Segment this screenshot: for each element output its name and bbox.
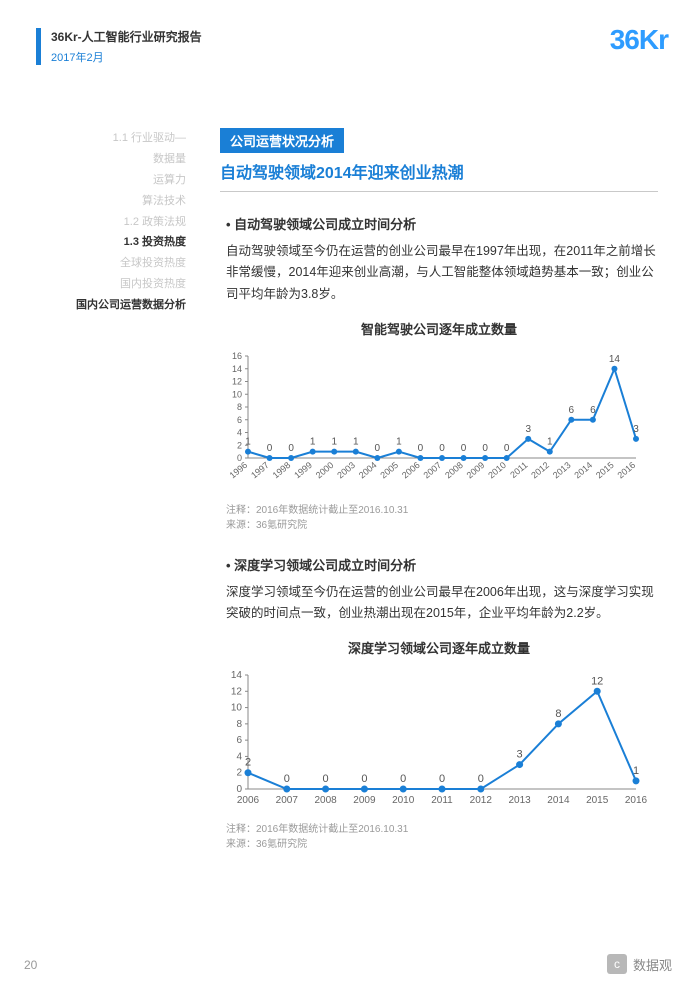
svg-text:6: 6: [236, 735, 242, 746]
svg-text:0: 0: [288, 443, 294, 454]
svg-text:1: 1: [331, 436, 337, 447]
svg-text:3: 3: [517, 749, 523, 761]
svg-text:1: 1: [396, 436, 402, 447]
svg-text:2015: 2015: [586, 795, 609, 806]
chart1-title: 智能驾驶公司逐年成立数量: [220, 319, 658, 338]
svg-text:1: 1: [245, 436, 251, 447]
svg-text:0: 0: [236, 784, 242, 795]
svg-text:0: 0: [504, 443, 510, 454]
svg-text:4: 4: [236, 752, 242, 763]
svg-text:0: 0: [439, 773, 445, 785]
svg-text:0: 0: [439, 443, 445, 454]
svg-text:2011: 2011: [431, 795, 453, 806]
svg-text:0: 0: [482, 443, 488, 454]
logo-36kr: 36Kr: [610, 24, 668, 56]
section-tag: 公司运营状况分析: [220, 128, 344, 153]
svg-text:2010: 2010: [392, 795, 415, 806]
svg-text:2014: 2014: [547, 795, 570, 806]
svg-text:1: 1: [633, 765, 639, 777]
svg-text:12: 12: [231, 687, 243, 698]
svg-text:10: 10: [232, 389, 242, 399]
svg-text:12: 12: [591, 676, 603, 688]
chart2: 0246810121420000003812120062007200820092…: [220, 661, 658, 816]
report-header: 36Kr-人工智能行业研究报告 2017年2月: [36, 28, 202, 65]
block2-body: 深度学习领域至今仍在运营的创业公司最早在2006年出现，这与深度学习实现突破的时…: [226, 582, 658, 625]
svg-text:14: 14: [232, 364, 242, 374]
svg-text:0: 0: [323, 773, 329, 785]
toc-item-active: 1.3 投资热度: [36, 232, 186, 253]
svg-text:0: 0: [361, 773, 367, 785]
toc-item: 运算力: [36, 170, 186, 191]
svg-text:12: 12: [232, 376, 242, 386]
toc-item: 数据量: [36, 149, 186, 170]
footer-brand: c 数据观: [607, 954, 672, 974]
report-date: 2017年2月: [51, 49, 202, 65]
main-content: 公司运营状况分析 自动驾驶领域2014年迎来创业热潮 自动驾驶领域公司成立时间分…: [220, 128, 658, 852]
svg-text:0: 0: [461, 443, 467, 454]
chart2-title: 深度学习领域公司逐年成立数量: [220, 638, 658, 657]
svg-text:2: 2: [237, 440, 242, 450]
svg-text:6: 6: [569, 405, 575, 416]
svg-text:14: 14: [609, 354, 621, 365]
block1-body: 自动驾驶领域至今仍在运营的创业公司最早在1997年出现，在2011年之前增长非常…: [226, 241, 658, 305]
chart1: 0246810121416100111010000031661431996199…: [220, 342, 658, 497]
toc-item: 算法技术: [36, 191, 186, 212]
chart2-note: 注释：2016年数据统计截止至2016.10.31 来源：36氪研究院: [226, 822, 658, 852]
toc-item: 1.2 政策法规: [36, 212, 186, 233]
svg-text:2008: 2008: [314, 795, 337, 806]
brand-icon: c: [607, 954, 627, 974]
svg-text:6: 6: [590, 405, 596, 416]
svg-text:16: 16: [232, 351, 242, 361]
block1-title: 自动驾驶领域公司成立时间分析: [226, 214, 658, 233]
svg-text:1: 1: [353, 436, 359, 447]
block2-title: 深度学习领域公司成立时间分析: [226, 555, 658, 574]
svg-text:10: 10: [231, 703, 243, 714]
svg-text:8: 8: [236, 719, 242, 730]
svg-text:8: 8: [237, 402, 242, 412]
svg-text:2: 2: [236, 768, 242, 779]
svg-text:2006: 2006: [237, 795, 260, 806]
svg-text:2013: 2013: [508, 795, 531, 806]
svg-text:0: 0: [478, 773, 484, 785]
svg-text:2012: 2012: [470, 795, 493, 806]
page-number: 20: [24, 958, 37, 972]
brand-text: 数据观: [633, 955, 672, 974]
toc-item: 国内投资热度: [36, 274, 186, 295]
svg-text:0: 0: [375, 443, 381, 454]
section-title: 自动驾驶领域2014年迎来创业热潮: [220, 159, 658, 192]
svg-text:8: 8: [555, 708, 561, 720]
svg-text:2016: 2016: [625, 795, 648, 806]
svg-text:0: 0: [284, 773, 290, 785]
chart1-note: 注释：2016年数据统计截止至2016.10.31 来源：36氪研究院: [226, 503, 658, 533]
svg-text:0: 0: [267, 443, 273, 454]
svg-text:2009: 2009: [353, 795, 376, 806]
svg-text:2: 2: [245, 757, 251, 769]
toc-item: 全球投资热度: [36, 253, 186, 274]
svg-text:1: 1: [310, 436, 316, 447]
toc-item-active: 国内公司运营数据分析: [36, 295, 186, 316]
report-title: 36Kr-人工智能行业研究报告: [51, 28, 202, 45]
svg-text:2007: 2007: [276, 795, 299, 806]
svg-text:3: 3: [525, 424, 531, 435]
svg-text:14: 14: [231, 670, 243, 681]
svg-text:0: 0: [400, 773, 406, 785]
toc-item: 1.1 行业驱动—: [36, 128, 186, 149]
svg-text:0: 0: [418, 443, 424, 454]
svg-text:6: 6: [237, 415, 242, 425]
svg-text:4: 4: [237, 427, 242, 437]
svg-text:3: 3: [633, 424, 639, 435]
svg-text:1: 1: [547, 436, 553, 447]
toc-sidebar: 1.1 行业驱动— 数据量 运算力 算法技术 1.2 政策法规 1.3 投资热度…: [36, 128, 186, 316]
